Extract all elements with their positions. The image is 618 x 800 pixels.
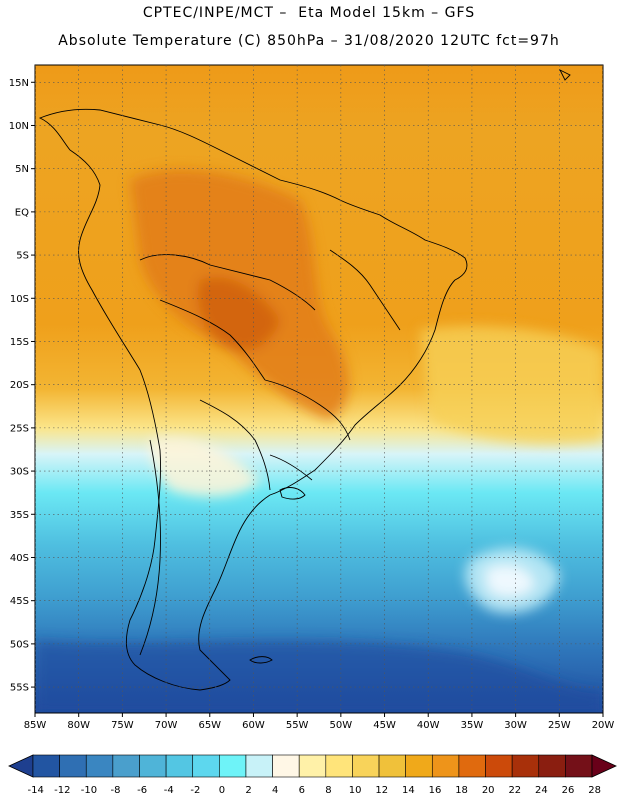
lon-label: 45W <box>373 720 396 731</box>
colorbar-label: 28 <box>588 785 601 796</box>
colorbar-swatch <box>298 754 327 778</box>
lon-label: 70W <box>155 720 178 731</box>
lat-label: 25S <box>10 423 29 434</box>
colorbar-swatch <box>511 754 540 778</box>
lat-label: 5N <box>15 164 29 175</box>
colorbar-swatch <box>565 754 593 778</box>
lon-label: 80W <box>67 720 90 731</box>
colorbar-high-arrow <box>591 754 617 778</box>
coastlines <box>38 68 571 691</box>
colorbar-label: 2 <box>245 785 251 796</box>
temperature-field <box>35 65 603 713</box>
lat-label: 20S <box>10 380 29 391</box>
lon-label: 50W <box>330 720 353 731</box>
lat-label: 40S <box>10 553 29 564</box>
colorbar-label: -6 <box>137 785 147 796</box>
colorbar-label: -4 <box>164 785 174 796</box>
lon-label: 60W <box>242 720 265 731</box>
lon-label: 65W <box>198 720 221 731</box>
lat-label: EQ <box>15 207 29 218</box>
colorbar-label: -12 <box>54 785 70 796</box>
lat-label: 15S <box>10 337 29 348</box>
lon-label: 85W <box>24 720 47 731</box>
colorbar-low-arrow <box>8 754 34 778</box>
lat-label: 5S <box>16 251 29 262</box>
map-title-line-2: Absolute Temperature (C) 850hPa – 31/08/… <box>58 33 560 49</box>
colorbar-label: 22 <box>508 785 521 796</box>
colorbar-swatch <box>192 754 220 778</box>
colorbar-label: 16 <box>429 785 442 796</box>
colorbar-swatch <box>245 754 273 778</box>
colorbar-swatch <box>219 754 247 778</box>
lat-label: 30S <box>10 467 29 478</box>
axis-labels: 85W 80W 75W 70W 65W 60W 55W 50W 45W 40W 35W 30W 25W 2… <box>9 78 615 731</box>
colorbar-swatch <box>352 754 380 778</box>
lat-label: 15N <box>9 78 29 89</box>
colorbar-swatch <box>139 754 167 778</box>
colorbar-swatch <box>59 754 87 778</box>
colorbar-label: 14 <box>402 785 415 796</box>
colorbar-label: 26 <box>562 785 575 796</box>
colorbar-label: 12 <box>375 785 388 796</box>
colorbar-swatch <box>112 754 140 778</box>
lat-label: 35S <box>10 510 29 521</box>
colorbar-swatch <box>32 754 60 778</box>
colorbar-label: -10 <box>81 785 97 796</box>
map-title-line-1: CPTEC/INPE/MCT – Eta Model 15km – GFS <box>142 5 476 21</box>
lon-label: 30W <box>504 720 527 731</box>
colorbar: -14 -12 -10 -8 -6 -4 -2 0 2 4 6 8 10 12 14 16 18 20 22 24 26… <box>8 754 617 796</box>
lat-label: 45S <box>10 596 29 607</box>
colorbar-swatch <box>85 754 114 778</box>
colorbar-label: 8 <box>325 785 331 796</box>
lat-label: 10S <box>10 294 29 305</box>
colorbar-label: 0 <box>219 785 225 796</box>
colorbar-label: 4 <box>272 785 278 796</box>
lon-label: 25W <box>548 720 571 731</box>
colorbar-label: 6 <box>299 785 305 796</box>
graticule <box>35 65 603 713</box>
colorbar-swatch <box>538 754 566 778</box>
colorbar-label: -2 <box>190 785 200 796</box>
colorbar-swatch <box>458 754 486 778</box>
lon-label: 35W <box>461 720 484 731</box>
colorbar-label: 10 <box>349 785 362 796</box>
colorbar-label: 24 <box>535 785 548 796</box>
lat-label: 50S <box>10 639 29 650</box>
colorbar-label: -8 <box>111 785 121 796</box>
lon-label: 20W <box>592 720 615 731</box>
lon-label: 55W <box>286 720 309 731</box>
colorbar-swatch <box>431 754 460 778</box>
colorbar-label: 18 <box>455 785 468 796</box>
colorbar-label: 20 <box>482 785 495 796</box>
lon-label: 75W <box>111 720 134 731</box>
colorbar-swatch <box>378 754 406 778</box>
lat-label: 10N <box>9 121 29 132</box>
colorbar-swatch <box>405 754 433 778</box>
lon-label: 40W <box>417 720 440 731</box>
colorbar-swatch <box>485 754 513 778</box>
colorbar-swatch <box>165 754 194 778</box>
colorbar-swatch <box>272 754 300 778</box>
colorbar-label: -14 <box>27 785 43 796</box>
lat-label: 55S <box>10 683 29 694</box>
colorbar-swatch <box>325 754 353 778</box>
